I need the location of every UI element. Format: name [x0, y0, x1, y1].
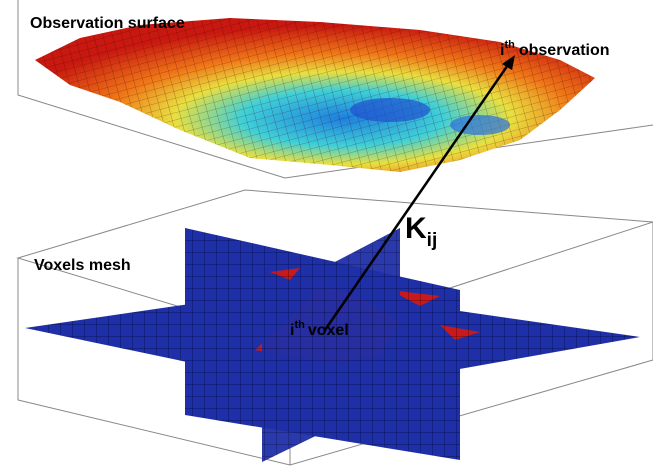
- diagram: Observation surface ithobservation Kij V…: [0, 0, 653, 468]
- surface-title: Observation surface: [30, 15, 185, 32]
- label-base: K: [405, 212, 427, 245]
- label-text: observation: [519, 42, 610, 59]
- label-text: voxel: [308, 322, 349, 339]
- mesh-title: Voxels mesh: [34, 257, 131, 274]
- kernel-label: Kij: [405, 212, 437, 251]
- label-sup: th: [504, 39, 515, 51]
- label-sub: ij: [427, 230, 438, 251]
- label-sup: th: [294, 319, 305, 331]
